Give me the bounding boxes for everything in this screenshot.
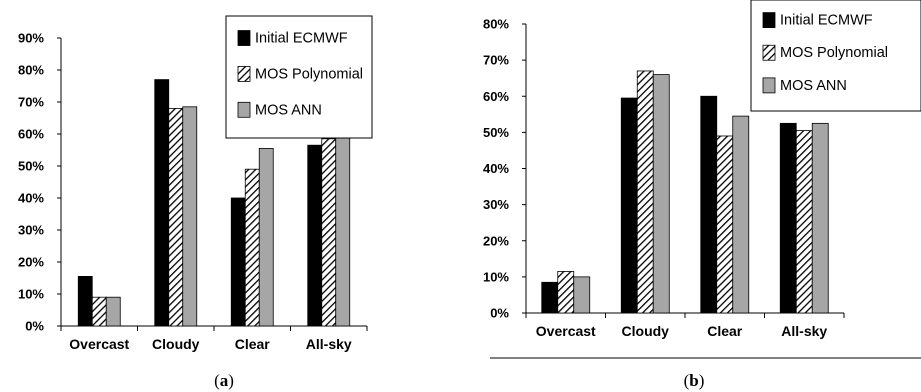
y-tick-label: 70% (18, 95, 44, 110)
caption-paren-close: ) (699, 371, 705, 390)
bar-initial-ecmwf (230, 197, 246, 327)
legend-swatch (762, 44, 776, 61)
legend-box (750, 0, 921, 112)
y-tick-label: 20% (18, 255, 44, 270)
bar-mos-ann (182, 106, 198, 327)
category-label: Clear (235, 336, 271, 352)
bar-mos-polynomial (795, 130, 813, 314)
y-tick-label: 90% (18, 31, 44, 46)
legend-label: MOS ANN (255, 102, 322, 118)
caption-paren-open: ( (684, 371, 690, 390)
legend-swatch (237, 101, 251, 118)
bar-initial-ecmwf (700, 95, 718, 314)
chart-panel-b: 0% 10% 20% 30% 40% 50% 60% 70% 80% Overcast Cloudy… (483, 0, 921, 390)
legend-label: MOS Polynomial (255, 66, 363, 82)
panel-caption: (a) (214, 371, 234, 390)
category-label: All-sky (781, 323, 827, 339)
caption-paren-close: ) (228, 371, 234, 390)
bar-mos-ann (258, 147, 274, 327)
bar-mos-ann (652, 74, 670, 314)
bar-initial-ecmwf (307, 144, 323, 327)
y-tick-label: 10% (18, 287, 44, 302)
bar-initial-ecmwf (779, 122, 797, 314)
legend-label: Initial ECMWF (780, 13, 873, 29)
y-tick-label: 10% (483, 269, 509, 284)
caption-letter: a (220, 371, 229, 390)
bar-initial-ecmwf (620, 97, 638, 314)
category-label: Overcast (536, 323, 596, 339)
bar-mos-polynomial (321, 138, 337, 327)
y-tick-label: 40% (483, 161, 509, 176)
bar-initial-ecmwf (541, 281, 559, 314)
y-tick-label: 40% (18, 191, 44, 206)
y-tick-label: 60% (18, 127, 44, 142)
y-tick-label: 50% (483, 125, 509, 140)
y-tick-label: 80% (483, 17, 509, 32)
category-label: All-sky (306, 336, 352, 352)
bar-mos-ann (105, 296, 121, 327)
bar-mos-ann (811, 122, 829, 314)
bar-initial-ecmwf (77, 275, 93, 327)
bar-mos-ann (573, 276, 591, 314)
category-label: Cloudy (152, 336, 200, 352)
category-label: Clear (707, 323, 743, 339)
legend-label: Initial ECMWF (255, 31, 348, 47)
legend: Initial ECMWF MOS Polynomial MOS ANN (750, 0, 921, 112)
y-tick-label: 50% (18, 159, 44, 174)
bar-mos-polynomial (91, 296, 107, 327)
y-tick-label: 30% (483, 197, 509, 212)
y-tick-label: 80% (18, 63, 44, 78)
legend-label: MOS Polynomial (780, 45, 888, 61)
chart-panel-a: 0% 10% 20% 30% 40% 50% 60% 70% 80% 90% Overcast Clo… (18, 15, 373, 390)
caption-letter: b (689, 371, 698, 390)
bar-mos-polynomial (557, 271, 575, 314)
category-label: Overcast (69, 336, 129, 352)
y-tick-label: 20% (483, 233, 509, 248)
bar-mos-polynomial (636, 70, 654, 314)
bar-mos-polynomial (168, 108, 184, 327)
legend-label: MOS ANN (780, 78, 847, 94)
y-tick-label: 30% (18, 223, 44, 238)
panel-caption: (b) (684, 371, 705, 390)
y-tick-label: 0% (25, 319, 44, 334)
y-tick-label: 0% (490, 306, 509, 321)
category-label: Cloudy (622, 323, 670, 339)
bar-mos-ann (732, 115, 750, 314)
legend-swatch (762, 77, 776, 94)
bar-mos-ann (335, 128, 351, 327)
y-tick-label: 60% (483, 89, 509, 104)
bar-mos-polynomial (716, 135, 734, 314)
bar-initial-ecmwf (154, 79, 170, 327)
legend-swatch (237, 30, 251, 46)
bar-mos-polynomial (244, 168, 260, 327)
y-tick-label: 70% (483, 53, 509, 68)
legend-swatch (762, 12, 776, 28)
caption-paren-open: ( (214, 371, 220, 390)
legend-swatch (237, 66, 251, 82)
legend: Initial ECMWF MOS Polynomial MOS ANN (225, 15, 373, 139)
